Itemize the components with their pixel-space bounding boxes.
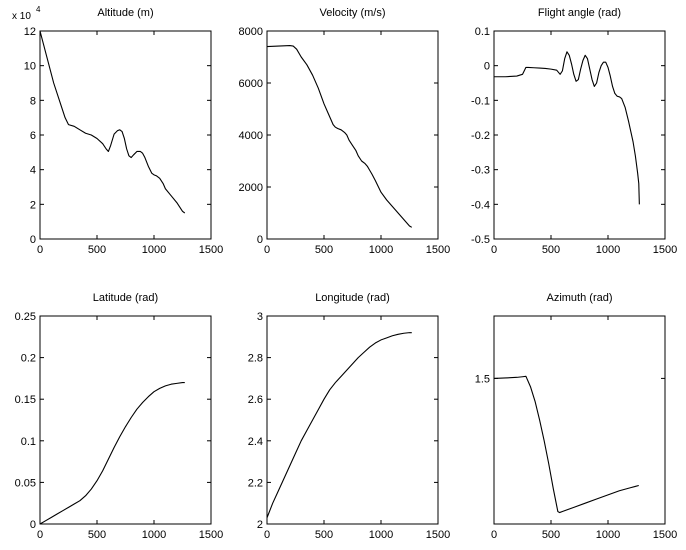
subplot-4: 0 500 1000 1500 0 0.05 0.1 0.15 0.2 0.25 Latitude … (15, 292, 224, 541)
x-tick-label: 0 (491, 529, 497, 541)
x-tick-label: 1500 (199, 244, 223, 256)
x-tick-label: 1000 (142, 529, 166, 541)
x-tick-label: 500 (315, 244, 333, 256)
x-tick-label: 500 (88, 529, 106, 541)
subplot-5: 0 500 1000 1500 2 2.2 2.4 2.6 2.8 3 Longitude (rad… (248, 292, 451, 541)
subplot-title: Latitude (rad) (93, 292, 158, 304)
x-tick-label: 0 (264, 529, 270, 541)
y-tick-label: 0.1 (21, 436, 36, 448)
series-line (266, 332, 412, 518)
subplot-3: 0 500 1000 1500 -0.5 -0.4 -0.3 -0.2 -0.1 0 0.1 Flig… (471, 7, 677, 256)
y-tick-label: 2 (257, 519, 263, 531)
axes-box (493, 315, 666, 525)
y-tick-label: -0.4 (471, 199, 490, 211)
y-tick-label: 0 (30, 234, 36, 246)
y-tick-label: 0.2 (21, 353, 36, 365)
axis-multiplier-exponent: 4 (36, 5, 41, 14)
x-tick-label: 1500 (426, 244, 450, 256)
series-line (266, 45, 413, 228)
y-tick-label: 2.8 (248, 353, 263, 365)
x-tick-label: 0 (37, 244, 43, 256)
y-tick-label: 0 (30, 519, 36, 531)
x-tick-label: 0 (491, 244, 497, 256)
y-tick-label: 0 (257, 234, 263, 246)
series-line (39, 30, 186, 214)
y-tick-label: -0.2 (471, 130, 490, 142)
y-tick-label: 0.05 (15, 477, 36, 489)
axes-box (39, 30, 212, 240)
x-tick-label: 1000 (142, 244, 166, 256)
subplot-title: Velocity (m/s) (319, 7, 385, 19)
subplot-6: 0 500 1000 1500 1.5 Azimuth (rad) (475, 292, 678, 541)
series-line (494, 51, 640, 205)
y-tick-label: 1.5 (475, 373, 490, 385)
subplot-title: Altitude (m) (97, 7, 153, 19)
axis-multiplier: x 10 (12, 11, 31, 22)
y-tick-label: 3 (257, 311, 263, 323)
y-tick-label: 6000 (239, 78, 263, 90)
x-tick-label: 1000 (369, 529, 393, 541)
y-tick-label: -0.3 (471, 165, 490, 177)
y-tick-label: 0.15 (15, 394, 36, 406)
subplot-title: Flight angle (rad) (538, 7, 621, 19)
x-tick-label: 1500 (426, 529, 450, 541)
axes-box (493, 30, 666, 240)
x-tick-label: 500 (542, 529, 560, 541)
y-tick-label: 2.2 (248, 477, 263, 489)
y-tick-label: 4000 (239, 130, 263, 142)
x-tick-label: 1500 (653, 244, 677, 256)
y-tick-label: 2 (30, 199, 36, 211)
axes-box (266, 30, 439, 240)
y-tick-label: 6 (30, 130, 36, 142)
x-tick-label: 1000 (596, 529, 620, 541)
x-tick-label: 0 (264, 244, 270, 256)
x-tick-label: 1000 (596, 244, 620, 256)
y-tick-label: 0.1 (475, 26, 490, 38)
subplot-1: 0 500 1000 1500 0 2 4 6 8 10 12 Altitude (m) x 10 4 (12, 5, 223, 256)
y-tick-label: 2.4 (248, 436, 263, 448)
x-tick-label: 0 (37, 529, 43, 541)
y-tick-label: -0.1 (471, 95, 490, 107)
x-tick-label: 1500 (653, 529, 677, 541)
y-tick-label: 10 (24, 61, 36, 73)
y-tick-label: 12 (24, 26, 36, 38)
x-tick-label: 500 (315, 529, 333, 541)
y-tick-label: 0 (484, 61, 490, 73)
series-line (39, 382, 185, 525)
y-tick-label: 8000 (239, 26, 263, 38)
x-tick-label: 1000 (369, 244, 393, 256)
x-tick-label: 1500 (199, 529, 223, 541)
y-tick-label: 4 (30, 165, 36, 177)
subplot-title: Azimuth (rad) (546, 292, 612, 304)
y-tick-label: 2.6 (248, 394, 263, 406)
x-tick-label: 500 (88, 244, 106, 256)
x-tick-label: 500 (542, 244, 560, 256)
y-tick-label: -0.5 (471, 234, 490, 246)
series-line (493, 375, 639, 514)
y-tick-label: 2000 (239, 182, 263, 194)
subplot-2: 0 500 1000 1500 0 2000 4000 6000 8000 Velocity (m… (239, 7, 451, 256)
subplot-title: Longitude (rad) (315, 292, 390, 304)
axes-box (266, 315, 439, 525)
y-tick-label: 8 (30, 95, 36, 107)
axes-box (39, 315, 212, 525)
y-tick-label: 0.25 (15, 311, 36, 323)
